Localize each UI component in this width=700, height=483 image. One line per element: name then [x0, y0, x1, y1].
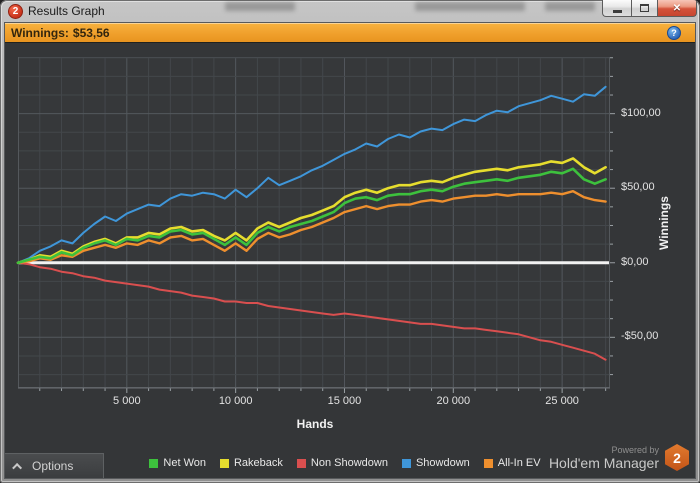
legend-item-all-in-ev[interactable]: All-In EV [483, 457, 541, 469]
legend-item-showdown[interactable]: Showdown [401, 457, 470, 469]
window-content: Winnings: $53,56 ? $100,00 $50,00 $0,00 -$5… [4, 22, 696, 479]
close-button[interactable]: ✕ [658, 0, 697, 17]
minimize-icon [612, 9, 622, 13]
chevron-up-icon [12, 462, 23, 473]
minimize-button[interactable] [602, 0, 631, 17]
winnings-banner: Winnings: $53,56 ? [5, 23, 695, 43]
title-bar[interactable]: 2 Results Graph ✕ [0, 0, 700, 22]
options-button[interactable]: Options [5, 453, 104, 478]
legend-item-rakeback[interactable]: Rakeback [219, 457, 283, 469]
legend-swatch [483, 458, 493, 468]
y-tick-label: -$50,00 [621, 330, 659, 343]
legend-label: All-In EV [497, 457, 541, 469]
results-line-chart [16, 57, 615, 393]
background-window-artifact [225, 2, 295, 11]
series-line-rakeback [16, 157, 607, 265]
maximize-icon [640, 4, 649, 12]
legend-swatch [401, 458, 411, 468]
chart-legend: Net Won Rakeback Non Showdown Showdown All-I… [105, 455, 585, 471]
background-window-artifact [415, 2, 525, 11]
maximize-button[interactable] [631, 0, 658, 17]
background-window-artifact [545, 2, 595, 11]
options-button-label: Options [32, 459, 74, 473]
legend-label: Rakeback [233, 457, 283, 469]
winnings-value: $53,56 [72, 25, 110, 40]
x-tick-label: 10 000 [218, 395, 253, 407]
x-tick-label: 15 000 [327, 395, 362, 407]
legend-label: Net Won [163, 457, 206, 469]
hm2-brand-icon: 2 [665, 444, 689, 471]
legend-swatch [296, 458, 306, 468]
help-icon[interactable]: ? [667, 26, 681, 40]
x-tick-label: 5 000 [113, 395, 141, 407]
series-line-showdown [17, 85, 607, 264]
winnings-label: Winnings: [11, 25, 69, 40]
y-axis-title: Winnings [657, 196, 671, 250]
legend-item-net-won[interactable]: Net Won [149, 457, 206, 469]
y-tick-label: $0,00 [621, 255, 649, 268]
hm2-app-icon: 2 [8, 4, 23, 19]
powered-by-block: Powered by Hold'em Manager 2 [549, 444, 689, 471]
series-line-net-won [16, 167, 607, 265]
x-tick-label: 20 000 [436, 395, 471, 407]
close-icon: ✕ [672, 2, 682, 14]
series-line-all-in-ev [16, 189, 607, 265]
legend-label: Showdown [415, 457, 470, 469]
plot-area [18, 57, 610, 388]
y-tick-label: $50,00 [621, 181, 655, 194]
brand-name: Hold'em Manager [548, 454, 659, 471]
y-tick-label: $100,00 [621, 106, 661, 119]
legend-item-non-showdown[interactable]: Non Showdown [296, 457, 388, 469]
window-title: Results Graph [28, 4, 105, 18]
legend-swatch [149, 458, 159, 468]
x-axis-title: Hands [296, 417, 334, 431]
legend-label: Non Showdown [310, 457, 388, 469]
series-line-non-showdown [17, 261, 607, 361]
legend-swatch [219, 458, 229, 468]
x-tick-label: 25 000 [545, 395, 579, 407]
window-controls: ✕ [602, 0, 697, 17]
powered-by-label: Powered by [611, 444, 659, 455]
